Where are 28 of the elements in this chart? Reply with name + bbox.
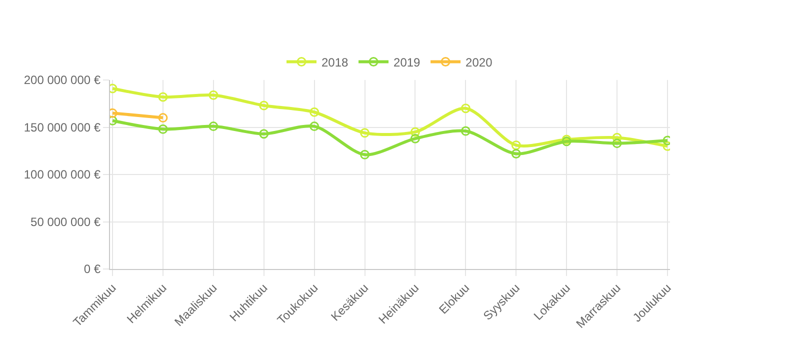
point [158,92,168,102]
y-tick-label: 50 000 000 € [30,214,101,229]
point [460,126,470,136]
point [259,100,269,110]
y-tick-label: 150 000 000 € [24,120,101,134]
point [158,124,168,134]
legend-label: 2018 [322,55,349,70]
point [612,138,622,148]
point [110,108,118,118]
point [460,104,470,114]
y-tick-label: 200 000 000 € [24,73,101,88]
point [360,128,370,138]
point [208,122,218,132]
point [208,90,218,100]
legend-label: 2019 [394,55,421,70]
point [310,107,320,117]
point [410,134,420,144]
point [310,122,320,132]
point [612,132,622,142]
legend-label: 2020 [466,55,493,70]
point [410,127,420,137]
point [511,148,521,158]
point [259,129,269,139]
point [360,150,370,160]
point [158,113,168,123]
point [511,140,521,150]
y-tick-label: 100 000 000 € [24,168,101,182]
y-tick-label: 0 € [84,262,101,276]
